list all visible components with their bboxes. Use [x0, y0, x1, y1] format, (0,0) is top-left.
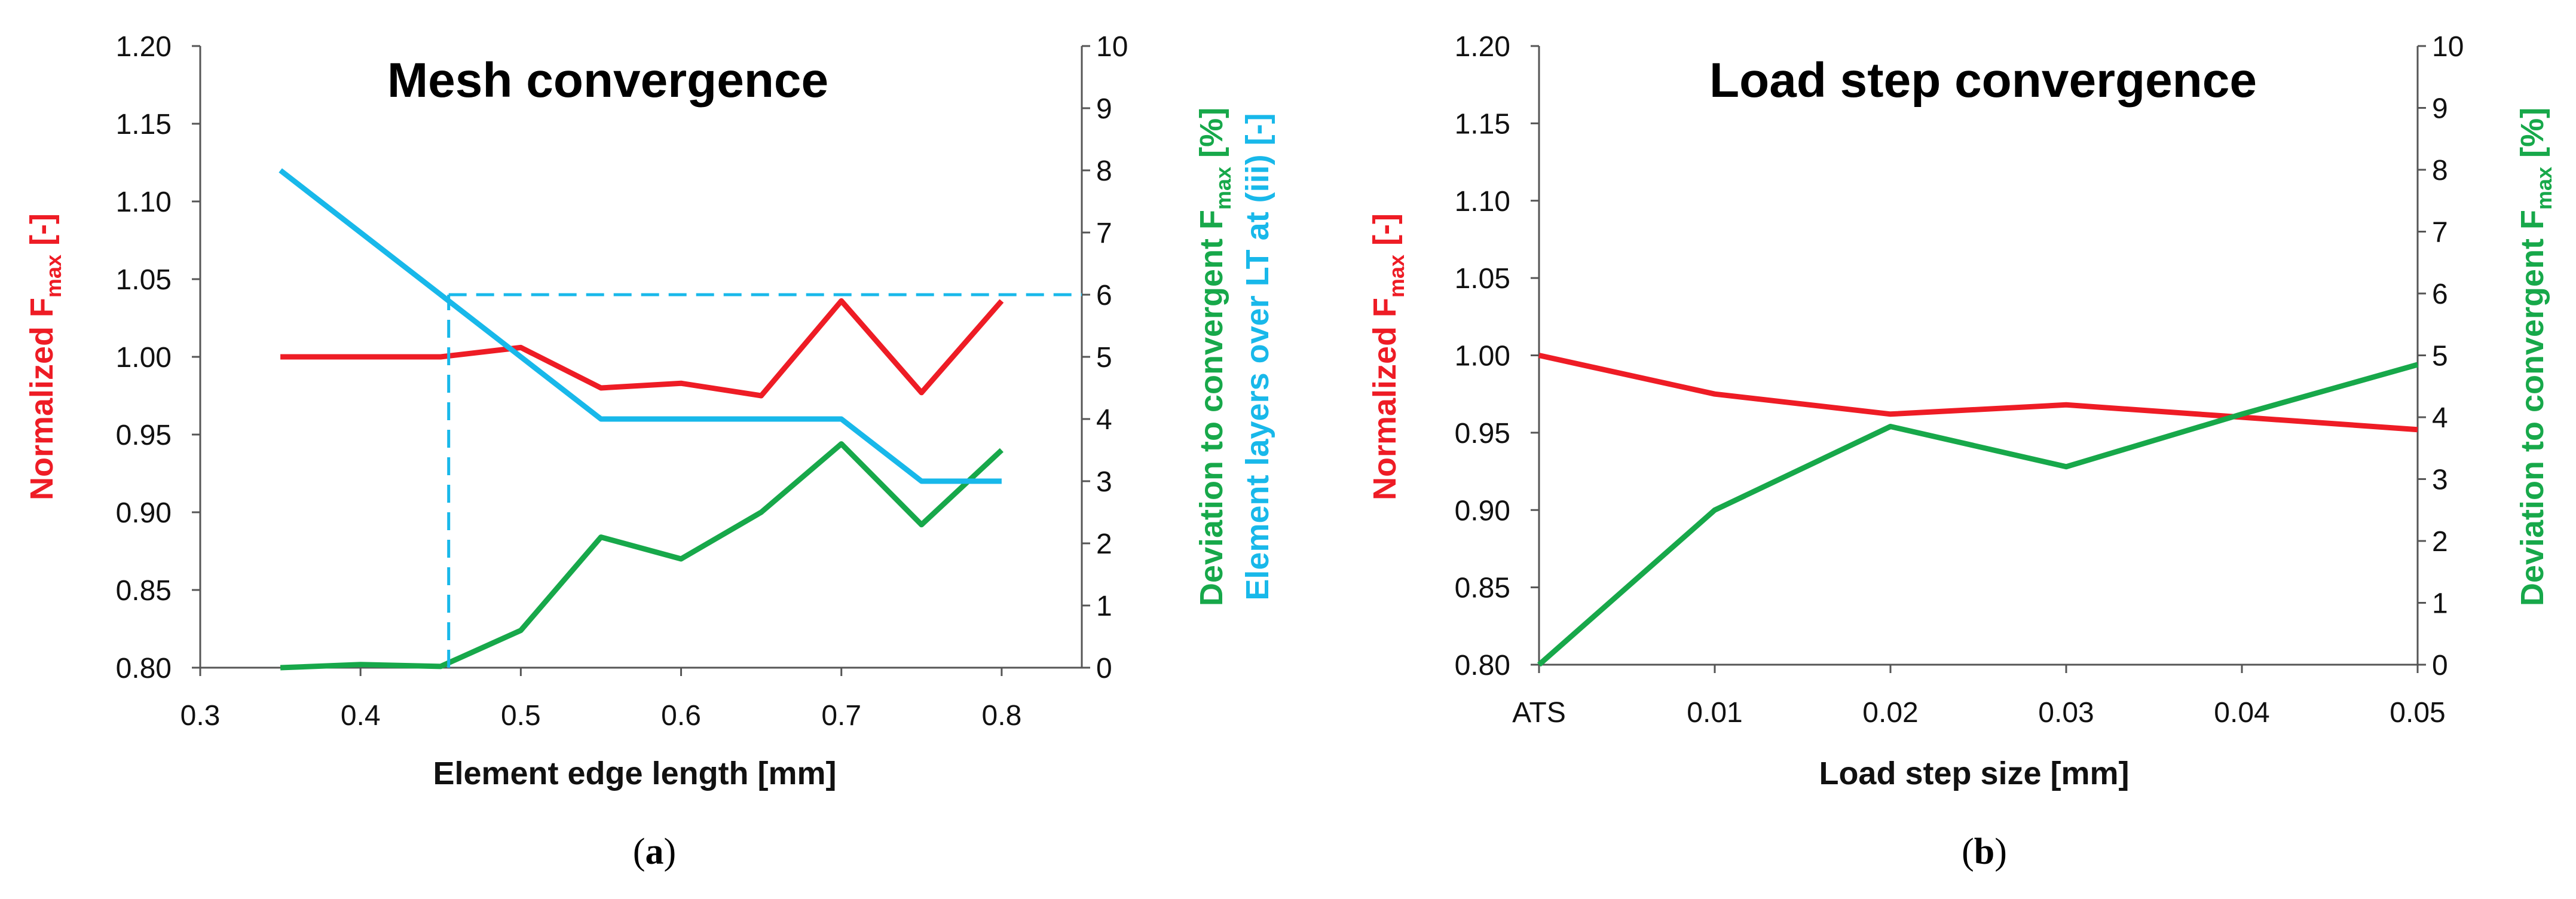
chart-b-series-normalized-fmax	[1538, 353, 2418, 433]
chart-a-ylabel-right-layers: Element layers over LT at (iii) [-]	[1240, 113, 1275, 600]
chart-b-right-tick-label: 10	[2432, 31, 2464, 63]
chart-a-right-tick-label: 5	[1096, 342, 1112, 374]
chart-a-ylabel-left: Normalized Fmax [-]	[24, 213, 66, 500]
chart-a-left-tick-label: 0.95	[116, 420, 172, 451]
chart-b-caption: (b)	[1962, 831, 2007, 872]
chart-b-ylabel-left: Normalized Fmax [-]	[1367, 213, 1409, 500]
chart-b-series-deviation-to-convergent-fmax	[1537, 362, 2419, 667]
chart-a-right-tick-label: 10	[1096, 31, 1128, 63]
chart-a-left-tick-label: 1.10	[116, 186, 172, 218]
chart-a-x-tick-label: 0.5	[501, 700, 541, 732]
chart-a-right-tick-label: 4	[1096, 404, 1112, 436]
chart-a-right-tick-label: 0	[1096, 653, 1112, 684]
chart-a-series-normalized-fmax	[280, 298, 1004, 399]
chart-a-series-element-layers-over-lt-at-iii	[279, 168, 1002, 484]
chart-b-left-tick-label: 1.05	[1455, 263, 1510, 295]
chart-b-x-tick-label: ATS	[1512, 697, 1566, 729]
chart-b-right-tick-label: 8	[2432, 155, 2448, 186]
chart-b-left-tick-label: 0.80	[1455, 650, 1510, 681]
chart-a-right-tick-label: 7	[1096, 218, 1112, 249]
chart-a-left-tick-label: 1.05	[116, 264, 172, 296]
chart-a-right-tick-label: 6	[1096, 280, 1112, 311]
chart-a-left-tick-label: 1.20	[116, 31, 172, 63]
chart-b-left-tick-label: 1.15	[1455, 108, 1510, 140]
chart-a-left-ticks: 0.80 0.85 0.90 0.95 1.00 1.05 1.10 1.15 1.20	[116, 31, 200, 684]
chart-a-ylabel-right-deviation: Deviation to convergent Fmax [%]	[1194, 108, 1235, 606]
chart-b-right-tick-label: 3	[2432, 464, 2448, 496]
chart-b-left-tick-label: 0.85	[1455, 573, 1510, 604]
chart-a-x-tick-label: 0.4	[341, 700, 381, 732]
chart-a-left-tick-label: 0.90	[116, 497, 172, 529]
chart-a-x-tick-label: 0.6	[661, 700, 701, 732]
chart-b-left-tick-label: 1.00	[1455, 341, 1510, 372]
chart-b-right-tick-label: 1	[2432, 588, 2448, 620]
chart-b-left-tick-label: 0.90	[1455, 495, 1510, 527]
chart-b-left-tick-label: 0.95	[1455, 418, 1510, 450]
chart-panel-a: Mesh convergence 0.800.850.900.951.001.0…	[24, 31, 1275, 872]
chart-panel-b: Load step convergence 0.80 0.85 0.90 0.95 1.…	[1367, 31, 2556, 872]
chart-b-left-ticks: 0.80 0.85 0.90 0.95 1.00 1.05 1.10 1.15 1.20	[1455, 31, 1539, 681]
chart-b-x-ticks: ATS 0.01 0.02 0.03 0.04 0.05	[1512, 665, 2446, 729]
chart-a-caption: (a)	[633, 831, 676, 872]
chart-b-title: Load step convergence	[1709, 53, 2257, 108]
chart-a-left-tick-label: 1.00	[116, 342, 172, 374]
chart-b-x-tick-label: 0.04	[2214, 697, 2269, 729]
chart-b-xlabel: Load step size [mm]	[1819, 756, 2129, 791]
chart-a-x-tick-label: 0.3	[180, 700, 221, 732]
chart-b-x-tick-label: 0.03	[2038, 697, 2094, 729]
chart-b-right-tick-label: 0	[2432, 650, 2448, 681]
chart-b-left-tick-label: 1.10	[1455, 186, 1510, 218]
chart-a-left-tick-label: 0.80	[116, 653, 172, 684]
chart-a-right-tick-label: 9	[1096, 93, 1112, 125]
chart-b-right-tick-label: 7	[2432, 217, 2448, 249]
chart-b-right-tick-label: 2	[2432, 526, 2448, 558]
chart-a-x-tick-label: 0.8	[982, 700, 1022, 732]
chart-b-ylabel-right-deviation: Deviation to convergent Fmax [%]	[2514, 108, 2556, 606]
chart-b-x-tick-label: 0.02	[1862, 697, 1918, 729]
chart-a-left-tick-label: 0.85	[116, 575, 172, 607]
chart-a-title: Mesh convergence	[387, 53, 828, 108]
chart-a-right-tick-label: 3	[1096, 466, 1112, 498]
chart-a-xlabel: Element edge length [mm]	[433, 756, 836, 791]
chart-b-right-tick-label: 5	[2432, 341, 2448, 372]
chart-b-series	[1537, 353, 2419, 667]
chart-a-x-tick-label: 0.7	[821, 700, 861, 732]
chart-a-x-ticks: 0.3 0.4 0.5 0.6 0.7 0.8	[180, 668, 1022, 732]
chart-a-series	[279, 168, 1082, 671]
chart-b-right-tick-label: 6	[2432, 279, 2448, 310]
chart-b-right-ticks: 0 1 2 3 4 5 6 7 8 9 10	[2418, 31, 2464, 681]
chart-a-left-tick-label: 1.15	[116, 109, 172, 140]
chart-a-series-deviation-to-convergent-fmax	[280, 441, 1004, 671]
chart-a-right-ticks: 0 1 2 3 4 5 6 7 8 9 10	[1082, 31, 1128, 684]
chart-a-right-tick-label: 2	[1096, 528, 1112, 560]
chart-b-right-tick-label: 4	[2432, 402, 2448, 434]
chart-b-left-tick-label: 1.20	[1455, 31, 1510, 63]
chart-b-right-tick-label: 9	[2432, 93, 2448, 125]
chart-b-x-tick-label: 0.01	[1687, 697, 1742, 729]
chart-a-right-tick-label: 8	[1096, 155, 1112, 187]
chart-a-right-tick-label: 1	[1096, 591, 1112, 622]
chart-b-x-tick-label: 0.05	[2390, 697, 2445, 729]
